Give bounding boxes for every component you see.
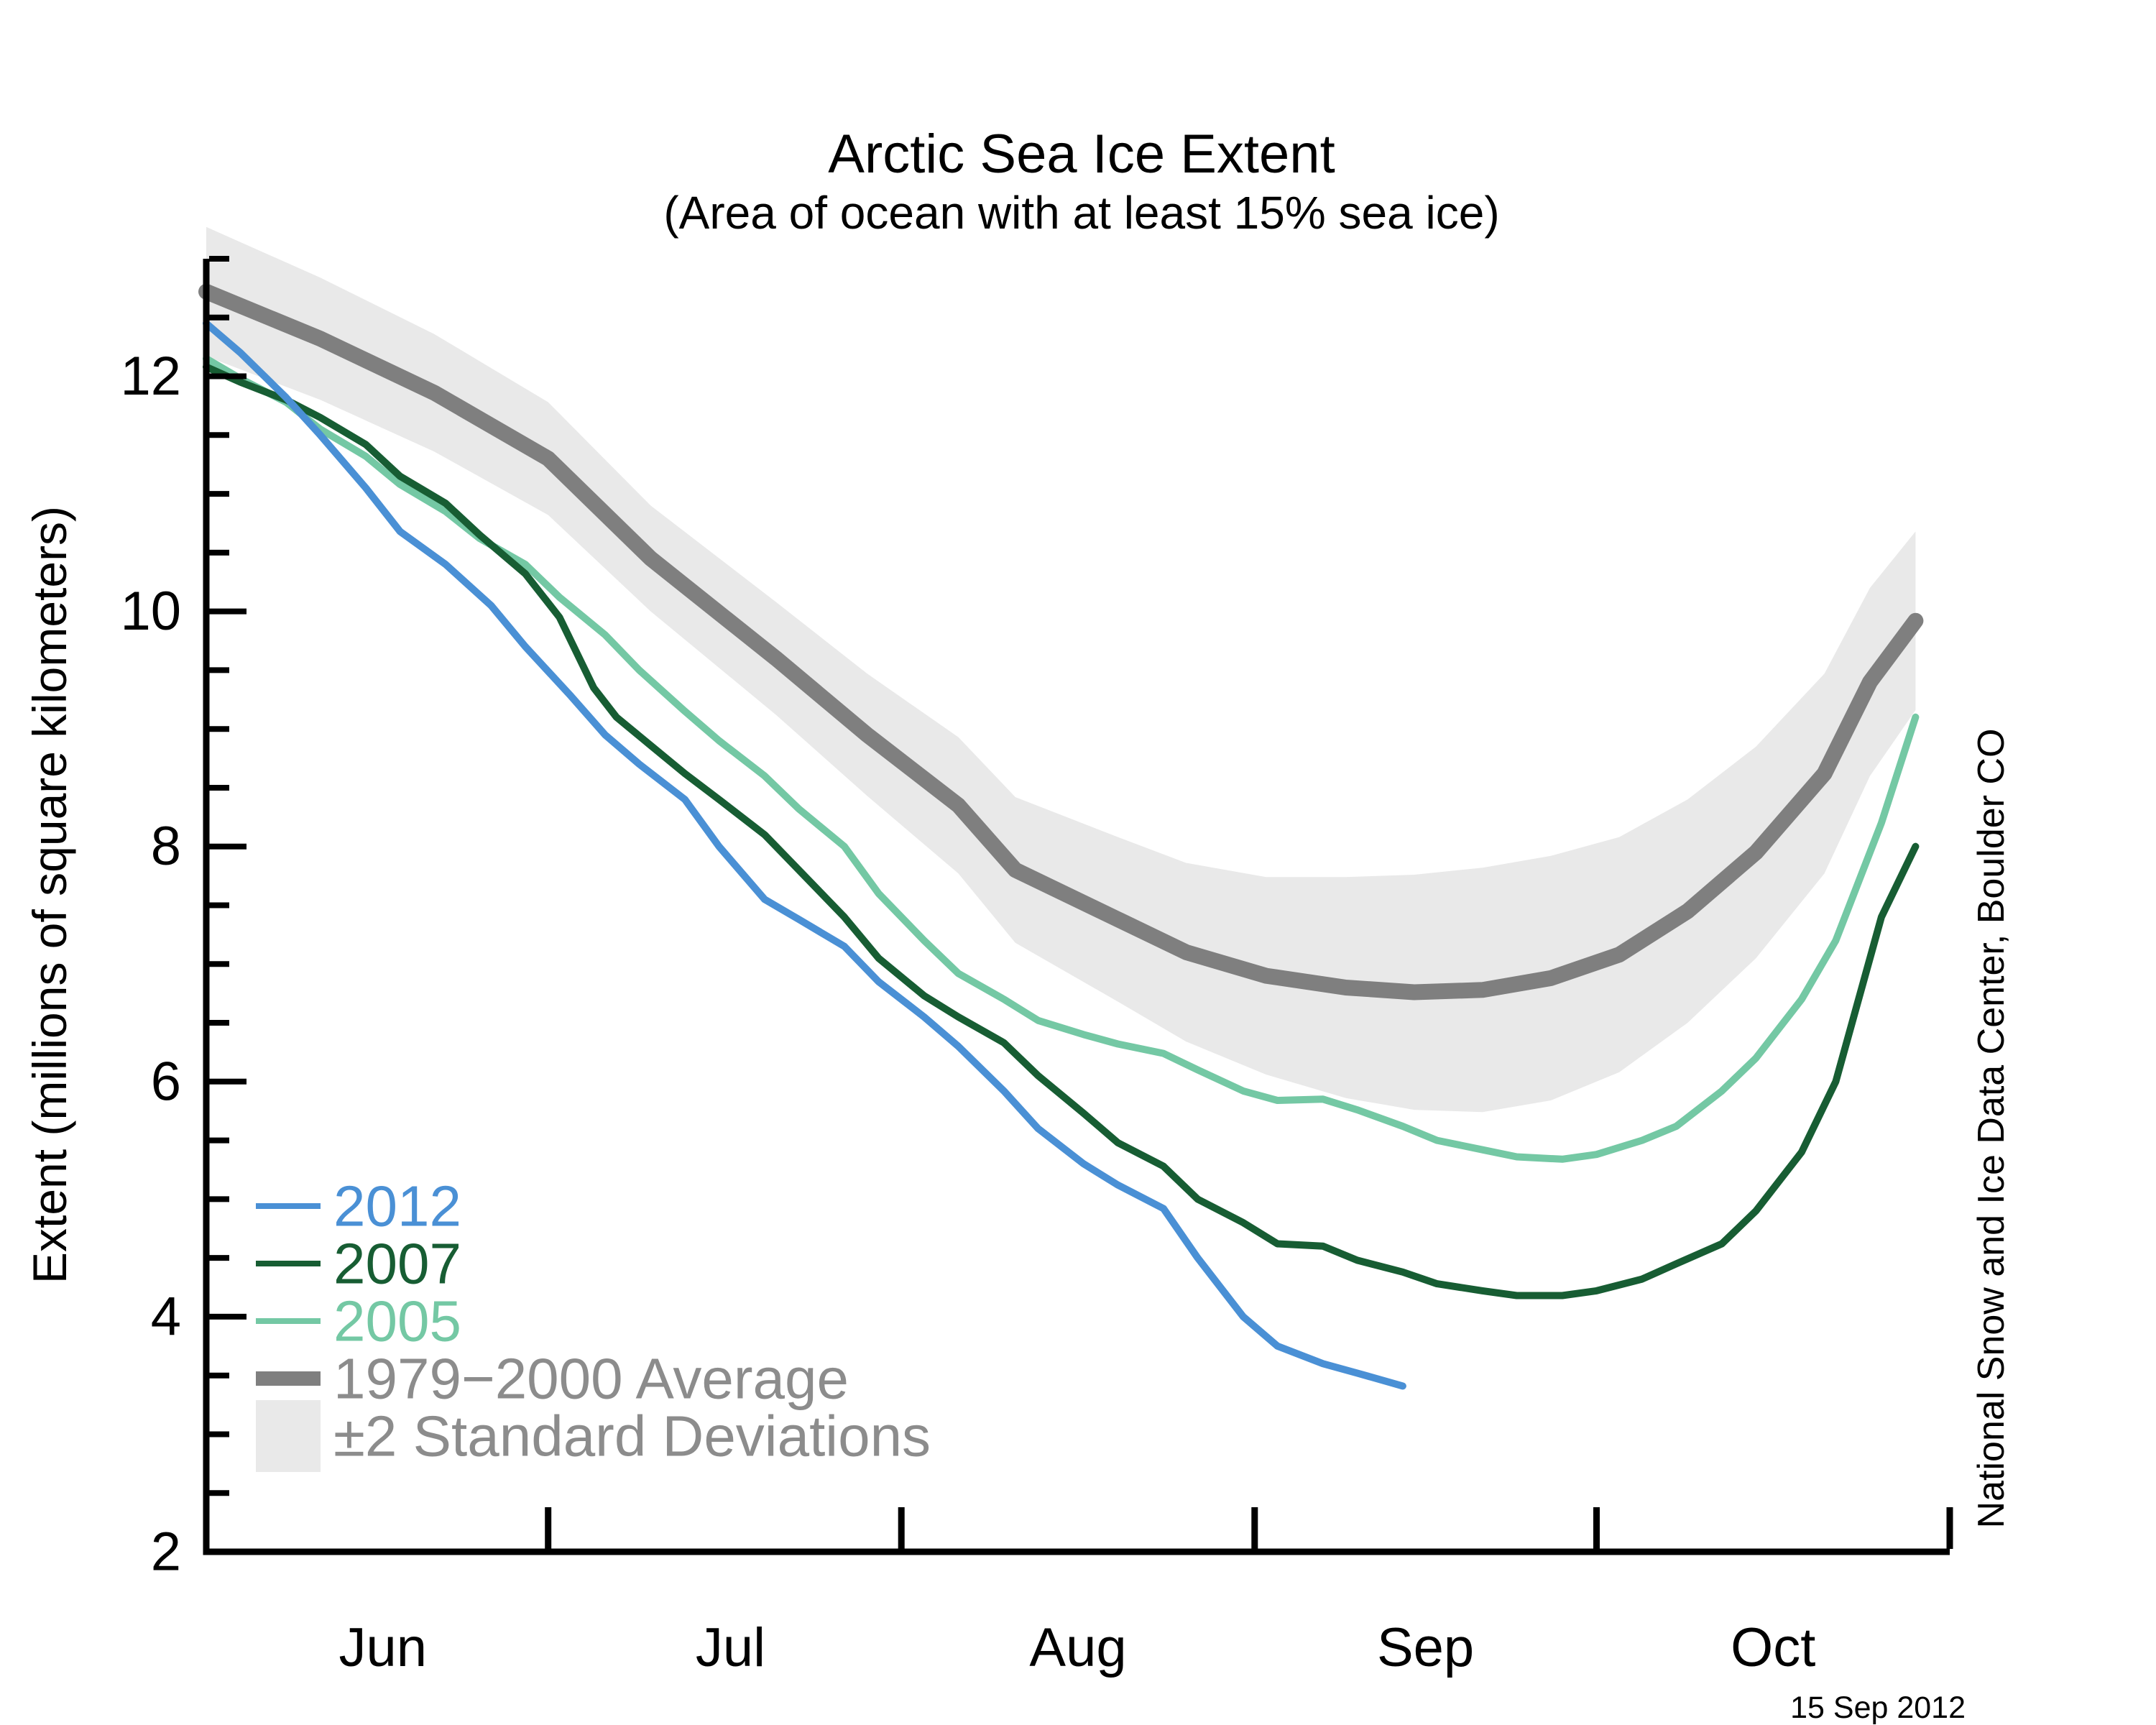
legend-label-2005: 2005 — [333, 1289, 461, 1353]
date-label: 15 Sep 2012 — [1790, 1690, 1966, 1725]
legend-label-average: 1979−2000 Average — [333, 1347, 849, 1411]
legend-item-2012: 2012 — [256, 1174, 461, 1238]
legend-item-std-deviations: ±2 Standard Deviations — [256, 1400, 931, 1472]
x-month-label: Sep — [1377, 1617, 1474, 1678]
y-axis-title: Extent (millions of square kilometers) — [23, 506, 76, 1284]
legend-item-average: 1979−2000 Average — [256, 1347, 849, 1411]
y-tick-label: 10 — [120, 581, 181, 642]
y-tick-label: 2 — [151, 1522, 181, 1583]
legend-label-2007: 2007 — [333, 1232, 461, 1296]
legend-swatch-band-rect — [256, 1400, 321, 1472]
x-month-label: Aug — [1029, 1617, 1126, 1678]
y-tick-label: 4 — [151, 1286, 181, 1347]
plot-area — [198, 226, 1924, 1390]
std-deviation-band — [206, 226, 1916, 1113]
x-month-label: Jul — [696, 1617, 765, 1678]
axes — [203, 256, 1953, 1555]
chart-subtitle: (Area of ocean with at least 15% sea ice… — [663, 187, 1499, 239]
labels: Arctic Sea Ice Extent (Area of ocean wit… — [23, 124, 2012, 1725]
legend-item-2007: 2007 — [256, 1232, 461, 1296]
y-tick-labels: 2 4 6 8 10 12 — [120, 346, 181, 1583]
y-tick-label: 8 — [151, 816, 181, 877]
series-line-2007 — [203, 363, 1920, 1300]
y-tick-label: 12 — [120, 346, 181, 407]
x-month-label: Oct — [1731, 1617, 1815, 1678]
x-axis-ticks — [545, 1507, 1953, 1549]
series-line-2012 — [203, 320, 1406, 1390]
series-line-1979-2000-average — [198, 283, 1924, 1000]
credit-text: National Snow and Ice Data Center, Bould… — [1971, 729, 2012, 1529]
legend: 2012 2007 2005 1979−2000 Average ±2 Stan… — [256, 1174, 931, 1472]
legend-item-2005: 2005 — [256, 1289, 461, 1353]
legend-label-std-deviations: ±2 Standard Deviations — [333, 1404, 931, 1468]
legend-label-2012: 2012 — [333, 1174, 461, 1238]
chart-title: Arctic Sea Ice Extent — [828, 124, 1335, 185]
y-axis-ticks — [209, 256, 247, 1496]
x-month-label: Jun — [339, 1617, 428, 1678]
y-tick-label: 6 — [151, 1051, 181, 1112]
x-month-labels: Jun Jul Aug Sep Oct — [339, 1617, 1816, 1678]
